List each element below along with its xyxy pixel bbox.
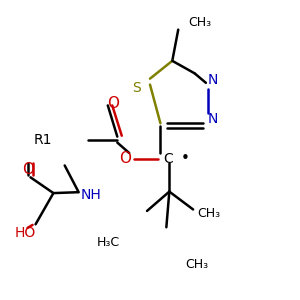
Text: S: S (132, 81, 141, 94)
Text: CH₃: CH₃ (198, 207, 221, 220)
Text: NH: NH (80, 188, 101, 202)
Text: O: O (22, 162, 34, 177)
Text: O: O (107, 96, 119, 111)
Text: •: • (181, 152, 190, 166)
Text: H₃C: H₃C (97, 236, 120, 249)
Text: C: C (164, 152, 173, 166)
Text: CH₃: CH₃ (186, 258, 209, 271)
Text: N: N (208, 73, 218, 87)
Text: R1: R1 (33, 133, 52, 147)
Text: O: O (119, 152, 131, 166)
Text: N: N (208, 112, 218, 126)
Text: CH₃: CH₃ (189, 16, 212, 29)
Text: HO: HO (14, 226, 36, 240)
